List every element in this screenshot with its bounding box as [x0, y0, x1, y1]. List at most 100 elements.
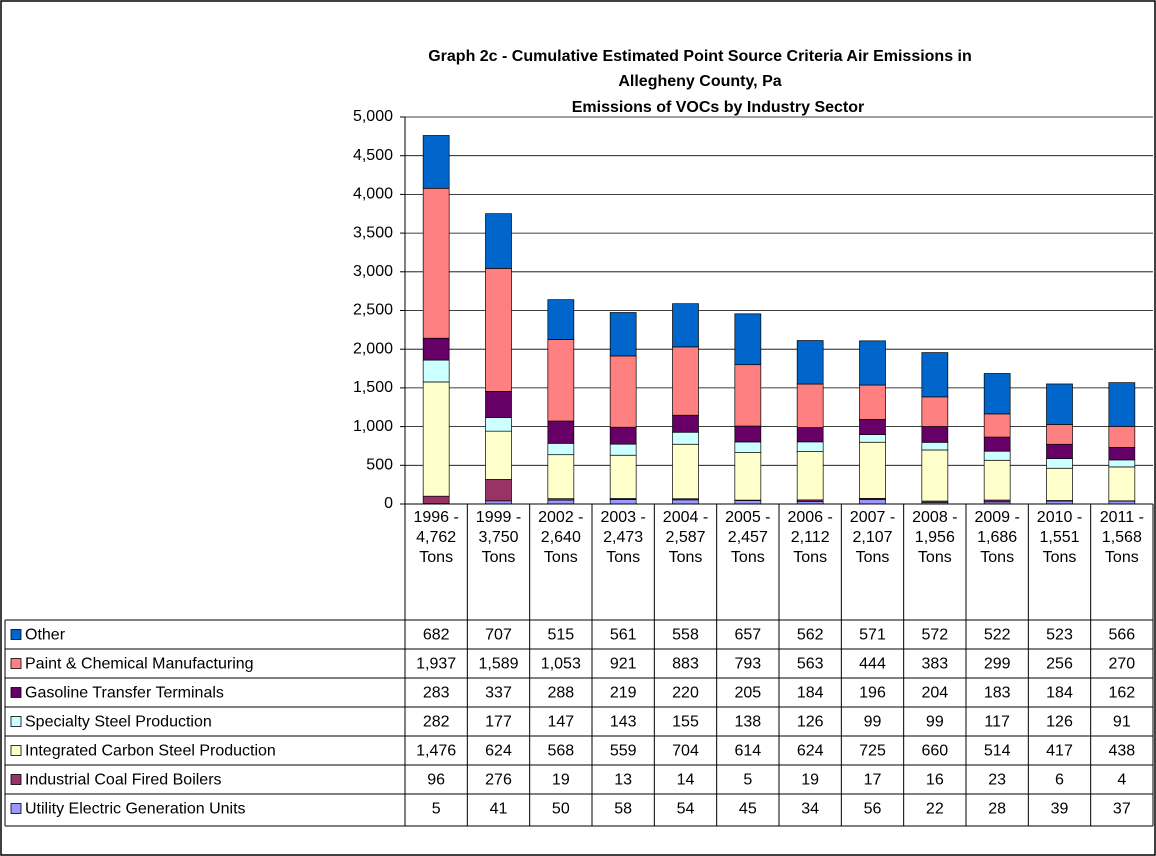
- bar-segment: [921, 449, 949, 502]
- data-label: 19: [801, 772, 819, 789]
- category-cell: 2006 - 2,112 Tons: [787, 509, 832, 566]
- bar-segment: [796, 427, 824, 443]
- legend-swatch: [10, 716, 22, 727]
- category-cell: 2002 - 2,640 Tons: [538, 509, 583, 566]
- data-label: 566: [1108, 627, 1135, 644]
- data-label: 270: [1108, 656, 1135, 673]
- data-label: 16: [926, 772, 944, 789]
- bar-segment: [859, 340, 886, 386]
- data-label: 1,053: [541, 656, 581, 673]
- data-label: 256: [1046, 656, 1073, 673]
- legend-swatch: [10, 658, 22, 669]
- bar-segment: [485, 213, 512, 269]
- data-label: 96: [427, 772, 445, 789]
- bar-segment: [1108, 446, 1136, 461]
- data-label: 515: [547, 627, 574, 644]
- bar-segment: [1046, 424, 1073, 445]
- x-tick-label: 1999 - 3,750 Tons: [475, 509, 522, 566]
- data-label: 288: [547, 685, 574, 702]
- bar-segment: [609, 312, 637, 357]
- bar-segment: [609, 454, 637, 499]
- bar-segment: [921, 352, 949, 398]
- data-label: 522: [984, 627, 1011, 644]
- data-label: 143: [610, 714, 637, 731]
- chart-title: Graph 2c - Cumulative Estimated Point So…: [428, 48, 972, 65]
- data-label: 4: [1117, 772, 1126, 789]
- legend-swatch: [10, 774, 22, 785]
- data-label: 147: [547, 714, 574, 731]
- data-label: 39: [1051, 801, 1069, 818]
- data-label: 1,589: [478, 656, 518, 673]
- data-label: 138: [734, 714, 761, 731]
- data-label: 99: [926, 714, 944, 731]
- x-tick-label: 1996 - 4,762 Tons: [413, 509, 459, 566]
- bar-segment: [921, 426, 949, 443]
- bar-segment: [485, 391, 512, 418]
- data-label: 438: [1108, 743, 1135, 760]
- data-label: 614: [734, 743, 761, 760]
- y-tick-label: 3,500: [353, 224, 393, 241]
- bar-segment: [796, 340, 824, 385]
- data-label: 572: [921, 627, 948, 644]
- category-cell: 1996 - 4,762 Tons: [413, 509, 459, 566]
- data-label: 196: [859, 685, 886, 702]
- y-tick-label: 0: [384, 495, 393, 512]
- bar-segment: [547, 454, 575, 500]
- data-label: 558: [672, 627, 699, 644]
- data-label: 5: [432, 801, 441, 818]
- legend-swatch: [10, 803, 22, 814]
- bar-segment: [672, 431, 699, 445]
- data-label: 45: [739, 801, 757, 818]
- data-label: 220: [672, 685, 699, 702]
- bar-segment: [796, 451, 824, 501]
- data-label: 568: [547, 743, 574, 760]
- bar-segment: [859, 384, 886, 420]
- data-label: 682: [423, 627, 450, 644]
- data-label: 58: [614, 801, 632, 818]
- bar-segment: [547, 339, 575, 422]
- data-label: 177: [485, 714, 512, 731]
- bar-segment: [672, 414, 699, 433]
- bar-segment: [547, 499, 575, 505]
- data-label: 219: [610, 685, 637, 702]
- data-label: 5: [743, 772, 752, 789]
- data-label: 704: [672, 743, 699, 760]
- bar-segment: [859, 441, 886, 499]
- data-label: 19: [552, 772, 570, 789]
- legend-swatch: [10, 687, 22, 698]
- bar-segment: [609, 355, 637, 428]
- bar-segment: [422, 135, 450, 189]
- bar-segment: [422, 337, 450, 361]
- data-label: 283: [423, 685, 450, 702]
- data-label: 514: [984, 743, 1011, 760]
- bar-segment: [485, 479, 512, 502]
- legend-swatch: [10, 629, 22, 640]
- bar-segment: [1046, 383, 1073, 425]
- legend-label: Integrated Carbon Steel Production: [25, 743, 276, 760]
- bar-segment: [422, 187, 450, 339]
- data-label: 559: [610, 743, 637, 760]
- bar-segment: [672, 443, 699, 500]
- legend-label: Paint & Chemical Manufacturing: [25, 656, 254, 673]
- data-label: 184: [1046, 685, 1073, 702]
- bar-segment: [859, 434, 886, 443]
- bar-segment: [734, 452, 762, 501]
- bar-segment: [796, 383, 824, 428]
- bar-segment: [983, 450, 1011, 461]
- bar-segment: [1108, 426, 1136, 448]
- bar-segment: [859, 419, 886, 435]
- data-label: 883: [672, 656, 699, 673]
- data-label: 99: [864, 714, 882, 731]
- data-label: 22: [926, 801, 944, 818]
- bar-segment: [734, 425, 762, 443]
- category-cell: 2007 - 2,107 Tons: [850, 509, 895, 566]
- bar-segment: [734, 313, 762, 366]
- bar-segment: [672, 346, 699, 416]
- data-label: 14: [677, 772, 695, 789]
- bar-segment: [485, 268, 512, 392]
- y-tick-label: 2,500: [353, 302, 393, 319]
- y-tick-label: 2,000: [353, 340, 393, 357]
- data-label: 1,937: [416, 656, 456, 673]
- bar-segment: [921, 441, 949, 451]
- bar-segment: [983, 436, 1011, 452]
